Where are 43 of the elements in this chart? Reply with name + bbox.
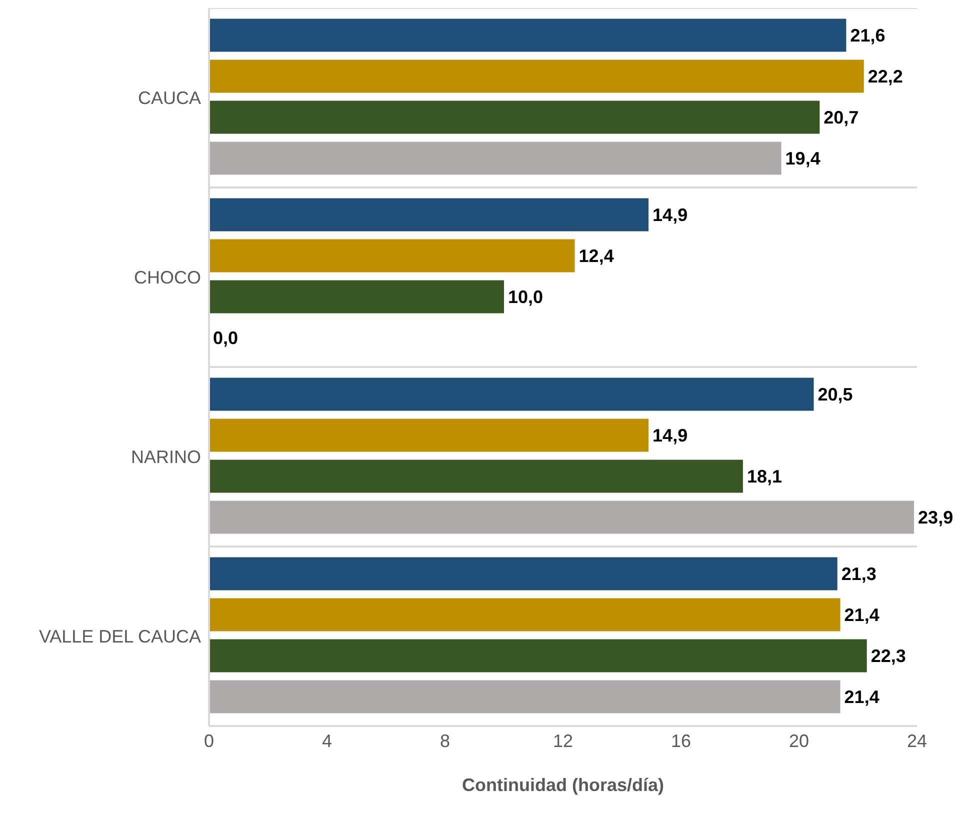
data-label: 21,3 — [841, 564, 876, 584]
bar — [209, 500, 914, 534]
data-label: 18,1 — [746, 466, 782, 486]
data-label: 0,0 — [213, 328, 238, 348]
x-axis-title: Continuidad (horas/día) — [462, 775, 664, 795]
bar — [209, 18, 846, 52]
y-tick-label: CAUCA — [138, 88, 201, 108]
bar — [209, 680, 840, 714]
bar — [209, 460, 743, 493]
bar — [209, 239, 575, 272]
bar — [209, 280, 504, 314]
bar — [209, 142, 782, 175]
y-tick-label: VALLE DEL CAUCA — [38, 626, 201, 647]
bar — [209, 198, 649, 232]
data-label: 14,9 — [652, 425, 688, 446]
data-label: 12,4 — [578, 246, 614, 266]
data-label: 20,7 — [824, 107, 859, 128]
data-label: 23,9 — [918, 507, 954, 528]
bar — [209, 60, 864, 93]
bar — [209, 639, 867, 672]
data-label: 20,5 — [818, 384, 853, 404]
bar — [209, 378, 814, 411]
x-tick-label: 0 — [204, 730, 214, 751]
x-tick-label: 16 — [670, 730, 692, 751]
data-label: 22,3 — [870, 646, 906, 666]
data-label: 14,9 — [652, 204, 688, 225]
x-tick-label: 20 — [788, 730, 810, 751]
data-label: 22,2 — [868, 66, 903, 86]
bar — [209, 418, 649, 452]
y-tick-label: CHOCO — [134, 268, 201, 288]
data-label: 21,6 — [850, 25, 886, 46]
data-label: 21,4 — [844, 686, 880, 707]
bar — [209, 598, 840, 632]
bar — [209, 557, 838, 590]
x-tick-label: 4 — [322, 730, 332, 751]
x-tick-label: 12 — [552, 730, 574, 751]
x-tick-label: 8 — [440, 730, 450, 751]
x-tick-label: 24 — [906, 730, 928, 751]
data-label: 19,4 — [785, 148, 820, 168]
data-label: 10,0 — [508, 286, 544, 307]
data-label: 21,4 — [844, 604, 880, 625]
y-tick-label: NARINO — [130, 447, 201, 468]
bar — [209, 100, 820, 134]
